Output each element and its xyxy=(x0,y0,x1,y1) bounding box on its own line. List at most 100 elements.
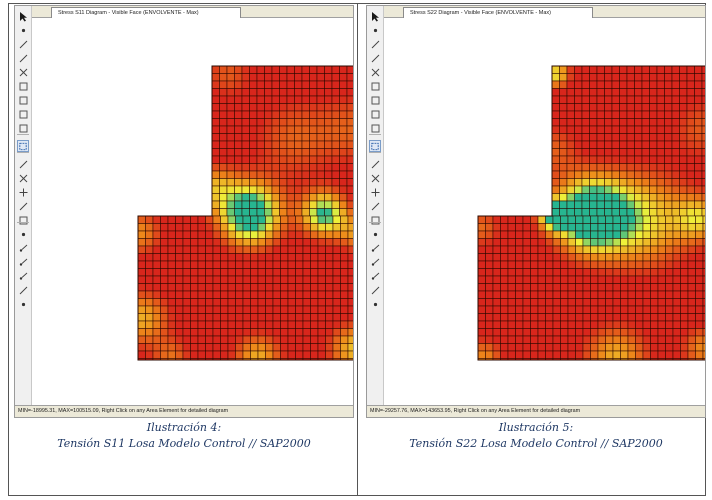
mesh-area-element[interactable] xyxy=(220,298,229,307)
mesh-area-element[interactable] xyxy=(515,245,524,254)
draw-section-cut-button[interactable] xyxy=(369,186,381,198)
mesh-area-element[interactable] xyxy=(145,320,154,329)
mesh-area-element[interactable] xyxy=(552,238,561,247)
mesh-area-element[interactable] xyxy=(695,298,704,307)
mesh-area-element[interactable] xyxy=(701,118,706,127)
mesh-area-element[interactable] xyxy=(287,268,296,277)
mesh-area-element[interactable] xyxy=(581,185,590,194)
mesh-area-element[interactable] xyxy=(605,328,614,337)
mesh-area-element[interactable] xyxy=(581,140,590,149)
mesh-area-element[interactable] xyxy=(256,148,265,157)
mesh-area-element[interactable] xyxy=(507,215,516,224)
mesh-area-element[interactable] xyxy=(234,178,243,187)
mesh-area-element[interactable] xyxy=(325,245,334,254)
mesh-area-element[interactable] xyxy=(641,155,650,164)
mesh-area-element[interactable] xyxy=(522,350,531,359)
mesh-area-element[interactable] xyxy=(596,65,605,74)
mesh-area-element[interactable] xyxy=(220,328,229,337)
mesh-area-element[interactable] xyxy=(301,118,310,127)
mesh-area-element[interactable] xyxy=(507,238,516,247)
mesh-area-element[interactable] xyxy=(537,350,546,359)
mesh-area-element[interactable] xyxy=(294,178,303,187)
mesh-area-element[interactable] xyxy=(309,148,318,157)
mesh-area-element[interactable] xyxy=(190,238,199,247)
mesh-area-element[interactable] xyxy=(256,163,265,172)
mesh-area-element[interactable] xyxy=(649,95,658,104)
mesh-area-element[interactable] xyxy=(649,140,658,149)
mesh-area-element[interactable] xyxy=(302,350,311,359)
mesh-area-element[interactable] xyxy=(212,283,221,292)
mesh-area-element[interactable] xyxy=(265,350,274,359)
mesh-area-element[interactable] xyxy=(279,193,288,202)
mesh-area-element[interactable] xyxy=(582,275,591,284)
mesh-area-element[interactable] xyxy=(611,88,620,97)
mesh-area-element[interactable] xyxy=(160,268,169,277)
mesh-area-element[interactable] xyxy=(582,215,591,224)
mesh-area-element[interactable] xyxy=(702,305,706,314)
mesh-area-element[interactable] xyxy=(664,110,673,119)
mesh-area-element[interactable] xyxy=(702,253,706,262)
mesh-area-element[interactable] xyxy=(612,298,621,307)
mesh-area-element[interactable] xyxy=(686,170,695,179)
mesh-area-element[interactable] xyxy=(219,103,228,112)
mesh-area-element[interactable] xyxy=(256,80,265,89)
mesh-area-element[interactable] xyxy=(672,253,681,262)
mesh-area-element[interactable] xyxy=(574,80,583,89)
mesh-area-element[interactable] xyxy=(634,95,643,104)
mesh-area-element[interactable] xyxy=(302,283,311,292)
mesh-area-element[interactable] xyxy=(340,335,349,344)
snap-intersection-button[interactable] xyxy=(17,256,29,268)
mesh-area-element[interactable] xyxy=(552,245,561,254)
mesh-area-element[interactable] xyxy=(249,118,258,127)
mesh-area-element[interactable] xyxy=(500,223,509,232)
mesh-area-element[interactable] xyxy=(671,178,680,187)
mesh-area-element[interactable] xyxy=(687,253,696,262)
mesh-area-element[interactable] xyxy=(265,313,274,322)
mesh-area-element[interactable] xyxy=(604,178,613,187)
mesh-area-element[interactable] xyxy=(485,275,494,284)
mesh-area-element[interactable] xyxy=(545,343,554,352)
mesh-area-element[interactable] xyxy=(620,275,629,284)
mesh-area-element[interactable] xyxy=(205,253,214,262)
mesh-area-element[interactable] xyxy=(340,350,349,359)
mesh-area-element[interactable] xyxy=(286,103,295,112)
mesh-area-element[interactable] xyxy=(182,260,191,269)
mesh-area-element[interactable] xyxy=(596,73,605,82)
mesh-area-element[interactable] xyxy=(581,208,590,217)
mesh-area-element[interactable] xyxy=(604,148,613,157)
mesh-area-element[interactable] xyxy=(507,343,516,352)
mesh-area-element[interactable] xyxy=(346,140,354,149)
mesh-area-element[interactable] xyxy=(477,253,486,262)
mesh-area-element[interactable] xyxy=(649,125,658,134)
mesh-area-element[interactable] xyxy=(492,328,501,337)
mesh-area-element[interactable] xyxy=(279,103,288,112)
draw-poly-area-button[interactable] xyxy=(369,80,381,92)
snap-perpendicular-button[interactable] xyxy=(17,270,29,282)
mesh-area-element[interactable] xyxy=(477,275,486,284)
mesh-area-element[interactable] xyxy=(324,178,333,187)
mesh-area-element[interactable] xyxy=(522,253,531,262)
mesh-area-element[interactable] xyxy=(650,268,659,277)
mesh-area-element[interactable] xyxy=(265,290,274,299)
snap-perpendicular-button[interactable] xyxy=(369,270,381,282)
mesh-area-element[interactable] xyxy=(340,343,349,352)
pointer-button[interactable] xyxy=(17,10,29,22)
mesh-area-element[interactable] xyxy=(590,335,599,344)
mesh-area-element[interactable] xyxy=(152,328,161,337)
mesh-area-element[interactable] xyxy=(664,140,673,149)
mesh-area-element[interactable] xyxy=(604,118,613,127)
mesh-area-element[interactable] xyxy=(182,230,191,239)
mesh-area-element[interactable] xyxy=(182,275,191,284)
mesh-area-element[interactable] xyxy=(694,208,703,217)
mesh-area-element[interactable] xyxy=(309,140,318,149)
mesh-area-element[interactable] xyxy=(596,88,605,97)
mesh-area-element[interactable] xyxy=(316,178,325,187)
mesh-area-element[interactable] xyxy=(537,298,546,307)
mesh-area-element[interactable] xyxy=(500,238,509,247)
mesh-area-element[interactable] xyxy=(679,170,688,179)
mesh-area-element[interactable] xyxy=(657,313,666,322)
mesh-area-element[interactable] xyxy=(316,185,325,194)
mesh-area-element[interactable] xyxy=(219,155,228,164)
mesh-area-element[interactable] xyxy=(325,290,334,299)
mesh-area-element[interactable] xyxy=(492,350,501,359)
